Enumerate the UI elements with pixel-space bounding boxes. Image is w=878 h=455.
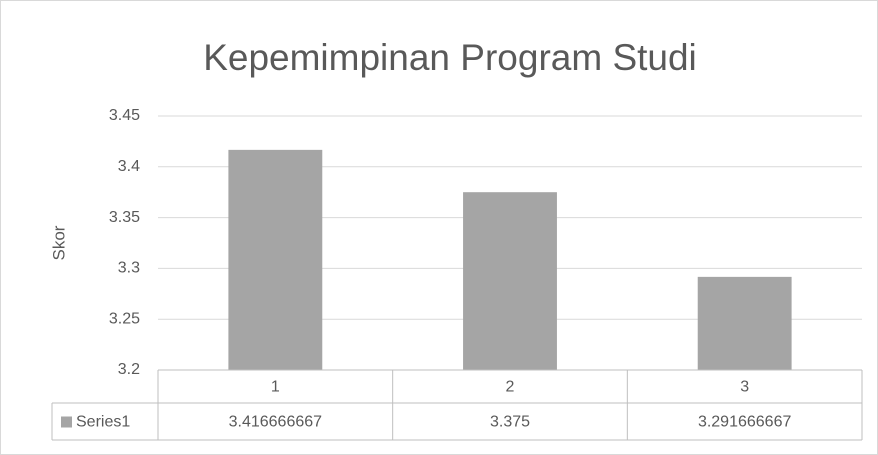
table-value: 3.291666667	[698, 414, 792, 431]
y-tick-label: 3.3	[118, 260, 140, 277]
legend-key	[61, 416, 72, 428]
x-tick-label: 2	[506, 379, 515, 396]
y-tick-label: 3.35	[109, 209, 140, 226]
bar	[228, 149, 323, 370]
y-axis-label: Skor	[49, 225, 68, 260]
bar	[697, 276, 792, 370]
y-tick-label: 3.25	[109, 310, 140, 327]
chart-title: Kepemimpinan Program Studi	[203, 37, 697, 78]
table-value: 3.375	[490, 414, 530, 431]
y-tick-label: 3.4	[118, 158, 140, 175]
bar	[463, 192, 557, 370]
x-tick-label: 1	[271, 379, 280, 396]
table-value: 3.416666667	[229, 414, 323, 431]
legend-label: Series1	[76, 414, 130, 431]
y-tick-label: 3.45	[109, 107, 140, 124]
x-tick-label: 3	[740, 379, 749, 396]
y-tick-label: 3.2	[118, 361, 140, 378]
